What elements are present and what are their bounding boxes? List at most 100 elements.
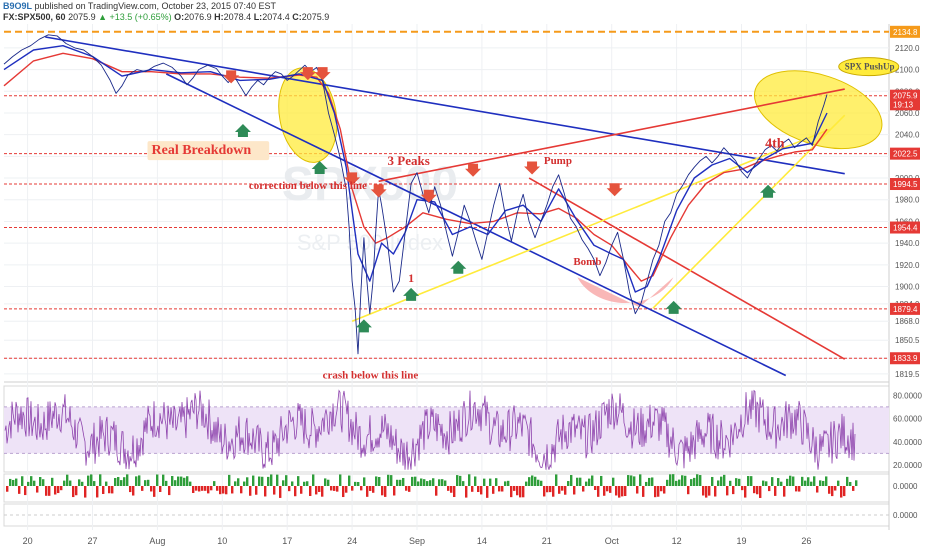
histogram-bar-up — [411, 476, 414, 486]
histogram-bar-down — [75, 486, 78, 496]
histogram-bar-up — [645, 481, 648, 486]
histogram-bar-up — [228, 474, 231, 486]
x-tick-label: 19 — [736, 536, 746, 546]
price-badge-label: 1994.5 — [893, 180, 918, 189]
histogram-bar-down — [48, 486, 51, 496]
histogram-bar-down — [216, 486, 219, 491]
rsi-tick-label: 40.0000 — [893, 438, 922, 447]
histogram-bar-up — [750, 476, 753, 486]
histogram-bar-down — [453, 486, 456, 498]
histogram-bar-down — [516, 486, 519, 496]
histogram-bar-up — [666, 479, 669, 486]
price-badge — [890, 302, 920, 315]
histogram-bar-down — [768, 486, 771, 492]
histogram-bar-down — [84, 486, 87, 498]
y-tick-label: 1850.5 — [895, 336, 920, 345]
histogram-bar-up — [162, 474, 165, 486]
down-arrow-icon — [223, 70, 240, 84]
histogram-bar-down — [72, 486, 75, 498]
y-tick-label: 1900.0 — [895, 283, 920, 292]
histogram-bar-up — [813, 476, 816, 486]
histogram-bar-down — [546, 486, 549, 493]
price-badge — [890, 352, 920, 365]
histogram-bar-down — [96, 486, 99, 498]
histogram-bar-up — [390, 475, 393, 486]
histogram-bar-up — [186, 476, 189, 486]
histogram-bar-up — [144, 480, 147, 486]
up-arrow-icon — [450, 260, 467, 274]
histogram-bar-down — [240, 486, 243, 494]
ma-fast-line — [3, 45, 828, 293]
histogram-bar-down — [57, 486, 60, 494]
histogram-bar-down — [225, 486, 228, 495]
histogram-bar-down — [732, 486, 735, 495]
y-tick-label: 1940.0 — [895, 239, 920, 248]
histogram-bar-up — [180, 476, 183, 486]
trendline-blue-lower — [165, 73, 787, 377]
histogram-bar-up — [324, 478, 327, 486]
histogram-bar-up — [432, 478, 435, 486]
histogram-bar-down — [573, 486, 576, 495]
histogram-bar-down — [603, 486, 606, 496]
author-name[interactable]: B9O9L — [3, 1, 33, 11]
close-value: 2075.9 — [301, 12, 330, 22]
histogram-bar-up — [174, 480, 177, 486]
price-badge — [890, 147, 920, 160]
open-label: O: — [174, 12, 185, 22]
histogram-bar-up — [39, 477, 42, 486]
histogram-bar-up — [738, 478, 741, 486]
histogram-bar-down — [624, 486, 627, 497]
x-tick-label: 14 — [477, 536, 487, 546]
histogram-bar-down — [492, 486, 495, 494]
histogram-bar-down — [663, 486, 666, 494]
histogram-bar-down — [642, 486, 645, 497]
histogram-bar-down — [798, 486, 801, 492]
histogram-bar-down — [501, 486, 504, 492]
histogram-bar-down — [753, 486, 756, 494]
histogram-bar-down — [60, 486, 63, 491]
histogram-bar-down — [210, 486, 213, 491]
histogram-bar-down — [318, 486, 321, 492]
histogram-bar-down — [201, 486, 204, 491]
x-tick-label: 21 — [542, 536, 552, 546]
histogram-bar-down — [702, 486, 705, 496]
histogram-bar-up — [303, 481, 306, 486]
low-label: L: — [253, 12, 263, 22]
price-badge — [890, 221, 920, 234]
histogram-bar-up — [399, 479, 402, 486]
highlight-ellipse — [278, 67, 338, 163]
x-tick-label: 17 — [282, 536, 292, 546]
symbol-label[interactable]: FX:SPX500, 60 — [3, 12, 66, 22]
histogram-bar-down — [510, 486, 513, 498]
histogram-bar-up — [792, 476, 795, 486]
price-badge-label: 1833.9 — [893, 354, 918, 363]
histogram-bar-up — [42, 479, 45, 486]
histogram-bar-up — [444, 480, 447, 486]
histogram-bar-down — [615, 486, 618, 496]
histogram-bar-down — [24, 486, 27, 496]
histogram-bar-down — [744, 486, 747, 498]
histogram-bar-down — [687, 486, 690, 495]
pushup-bubble — [838, 57, 900, 77]
histogram-bar-up — [213, 481, 216, 486]
y-tick-label: 2120.0 — [895, 44, 920, 53]
histogram-bar-up — [693, 477, 696, 486]
high-label: H: — [214, 12, 224, 22]
histogram-bar-down — [519, 486, 522, 498]
histogram-bar-up — [648, 477, 651, 486]
annotation-label: crash below this line — [323, 370, 419, 382]
histogram-bar-up — [807, 477, 810, 486]
histogram-bar-up — [33, 480, 36, 486]
histogram-bar-up — [627, 475, 630, 486]
histogram-bar-up — [612, 477, 615, 486]
histogram-bar-up — [297, 476, 300, 486]
histogram-bar-up — [282, 480, 285, 486]
histogram-bar-down — [342, 486, 345, 498]
histogram-bar-down — [606, 486, 609, 492]
histogram-bar-down — [132, 486, 135, 496]
histogram-bar-up — [441, 479, 444, 486]
rsi-tick-label: 60.0000 — [893, 415, 922, 424]
histogram-bar-up — [675, 480, 678, 486]
histogram-bar-down — [36, 486, 39, 493]
